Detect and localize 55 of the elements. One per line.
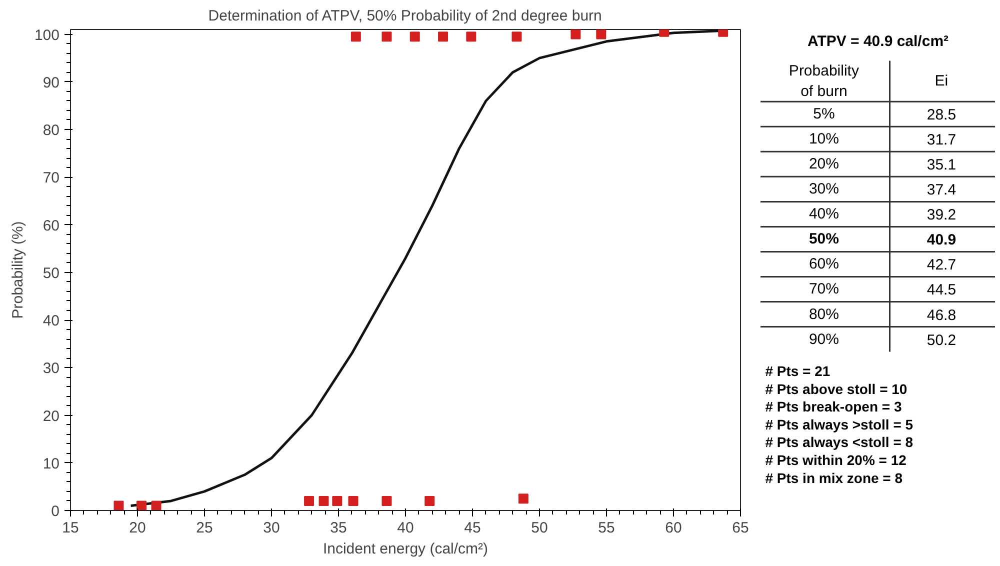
text: 90% [808,330,839,348]
text: 5% [813,106,835,123]
text: 50% [808,230,839,248]
text: # Pts within 20% = 12 [765,452,907,468]
x-tick-label: 20 [129,520,146,536]
text: # Pts in mix zone = 8 [765,470,903,486]
text: 44.5 [926,282,956,299]
x-tick-label: 50 [531,520,548,536]
x-axis-title: Incident energy (cal/cm²) [322,540,488,558]
text: 10% [808,130,839,148]
text: 20% [808,156,839,173]
text: 35.1 [926,156,956,174]
x-tick-label: 65 [732,520,749,536]
y-tick-label: 0 [51,503,60,520]
y-tick-label: 70 [42,170,60,187]
text: # Pts always >stoll = 5 [765,416,914,432]
text: 80% [808,306,839,323]
y-tick-label: 20 [42,408,60,425]
text: 46.8 [926,306,956,324]
x-tick-label: 30 [263,520,280,536]
text: 42.7 [926,256,956,274]
text: # Pts break-open = 3 [765,398,902,415]
x-tick-label: 45 [464,520,481,536]
y-tick-label: 60 [42,217,60,234]
y-tick-label: 80 [42,122,60,140]
text: 30% [808,180,839,198]
y-tick-label: 100 [34,26,60,44]
x-tick-label: 40 [397,520,414,536]
x-tick-label: 60 [665,520,682,536]
y-tick-label: 40 [42,312,60,330]
text: Probability of burn [788,62,860,100]
text: 40% [808,206,839,223]
text: Ei [934,72,948,90]
y-tick-label: 30 [42,360,60,378]
text: 28.5 [926,106,956,124]
text: 70% [808,280,839,298]
text: 50.2 [926,332,956,349]
text: 31.7 [926,132,956,149]
y-tick-label: 90 [42,74,60,92]
text: # Pts above stoll = 10 [765,380,908,397]
x-tick-label: 35 [330,520,347,536]
text: 39.2 [926,206,956,224]
x-tick-label: 55 [598,520,615,536]
y-tick-label: 50 [42,264,60,282]
text: 60% [808,256,839,273]
text: # Pts = 21 [765,363,830,380]
x-tick-label: 15 [62,520,79,536]
y-axis-title: Probability (%) [9,221,26,319]
text: 40.9 [926,232,956,249]
y-tick-label: 10 [42,455,60,472]
x-tick-label: 25 [196,520,213,536]
text: 37.4 [926,182,956,199]
text: # Pts always <stoll = 8 [765,434,914,450]
text: ATPV = 40.9 cal/cm² [807,33,949,50]
chart-title: Determination of ATPV, 50% Probability of 2nd degree burn [208,8,602,24]
